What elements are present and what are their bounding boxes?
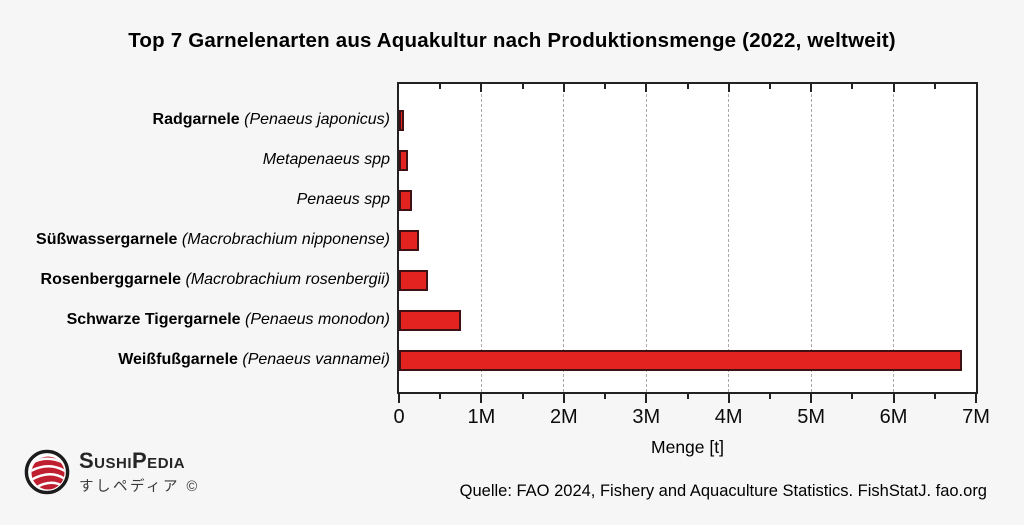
source-note: Quelle: FAO 2024, Fishery and Aquacultur… (459, 482, 987, 500)
bar-rosenberggarnele (399, 269, 428, 291)
chart-title: Top 7 Garnelenarten aus Aquakultur nach … (128, 29, 896, 52)
axis-tick (892, 394, 895, 403)
brand-subtitle: すしペディア © (79, 479, 200, 495)
axis-tick (562, 394, 565, 403)
x-axis-title: Menge [t] (651, 437, 724, 457)
axis-tick (604, 394, 607, 399)
axis-tick (933, 394, 936, 399)
brand-name: SushiPedia (79, 448, 186, 473)
axis-tick (768, 394, 771, 399)
axis-tick (810, 84, 813, 92)
bar-s-wassergarnele (399, 229, 419, 251)
axis-tick (604, 84, 607, 89)
category-name-de: Schwarze Tigergarnele (66, 311, 241, 328)
category-name-scientific: Penaeus spp (296, 191, 390, 208)
x-tick-label: 6M (879, 406, 908, 428)
bar-metapenaeus-spp (399, 149, 409, 171)
category-name-scientific: (Macrobrachium rosenbergii) (185, 271, 390, 288)
axis-tick (727, 394, 730, 403)
x-axis-ticks (398, 394, 977, 406)
brand-text: SushiPedia すしペディア © (79, 449, 200, 496)
axis-tick (851, 394, 854, 399)
bar-schwarze-tigergarnele (399, 309, 462, 331)
category-label: Schwarze Tigergarnele (Penaeus monodon) (0, 309, 390, 331)
plot-area (397, 82, 978, 394)
x-tick-label: 7M (962, 406, 990, 428)
gridline (645, 84, 647, 392)
bar-wei-fu-garnele (399, 349, 962, 371)
gridline (728, 84, 730, 392)
category-name-scientific: (Penaeus japonicus) (244, 111, 390, 128)
category-name-de: Weißfußgarnele (118, 351, 238, 368)
axis-tick (521, 84, 524, 89)
x-tick-label: 3M (632, 406, 661, 428)
category-name-de: Radgarnele (152, 111, 240, 128)
category-name-scientific: (Macrobrachium nipponense) (181, 231, 390, 248)
x-tick-label: 4M (714, 406, 743, 428)
x-tick-label: 2M (549, 406, 578, 428)
y-axis-labels: Radgarnele (Penaeus japonicus) Metapenaeu… (0, 0, 390, 460)
axis-tick (645, 394, 648, 403)
category-label: Metapenaeus spp (0, 149, 390, 171)
category-label: Radgarnele (Penaeus japonicus) (0, 109, 390, 131)
brand-logo: SushiPedia すしペディア © (24, 449, 200, 496)
axis-tick (686, 84, 689, 89)
axis-tick (810, 394, 813, 403)
category-name-scientific: (Penaeus vannamei) (242, 351, 390, 368)
axis-tick (439, 84, 442, 89)
gridline (480, 84, 482, 392)
axis-tick (686, 394, 689, 399)
axis-tick (727, 84, 730, 92)
category-label: Penaeus spp (0, 189, 390, 211)
axis-tick (521, 394, 524, 399)
axis-tick (480, 394, 483, 403)
x-tick-label: 5M (797, 406, 826, 428)
axis-tick (933, 84, 936, 89)
category-label: Süßwassergarnele (Macrobrachium nipponen… (0, 229, 390, 251)
x-tick-label: 0 (393, 406, 405, 428)
axis-tick (975, 394, 977, 403)
category-name-de: Süßwassergarnele (36, 231, 178, 248)
axis-tick (851, 84, 854, 89)
axis-tick (562, 84, 565, 92)
x-tick-label: 1M (467, 406, 496, 428)
category-name-de: Rosenberggarnele (40, 271, 182, 288)
category-name-scientific: Metapenaeus spp (262, 151, 390, 168)
axis-tick (645, 84, 648, 92)
axis-tick (398, 394, 400, 403)
gridline (563, 84, 565, 392)
category-label: Rosenberggarnele (Macrobrachium rosenber… (0, 269, 390, 291)
bar-penaeus-spp (399, 189, 413, 211)
axis-tick (768, 84, 771, 89)
gridline (893, 84, 895, 392)
sushi-roll-icon (24, 449, 70, 495)
category-label: Weißfußgarnele (Penaeus vannamei) (0, 349, 390, 371)
gridline (810, 84, 812, 392)
x-axis-tick-labels: 0 1M 2M 3M 4M 5M 6M 7M (393, 406, 989, 432)
axis-tick (439, 394, 442, 399)
category-name-scientific: (Penaeus monodon) (245, 311, 390, 328)
axis-tick (892, 84, 895, 92)
axis-tick (480, 84, 483, 92)
bar-radgarnele (399, 109, 404, 131)
